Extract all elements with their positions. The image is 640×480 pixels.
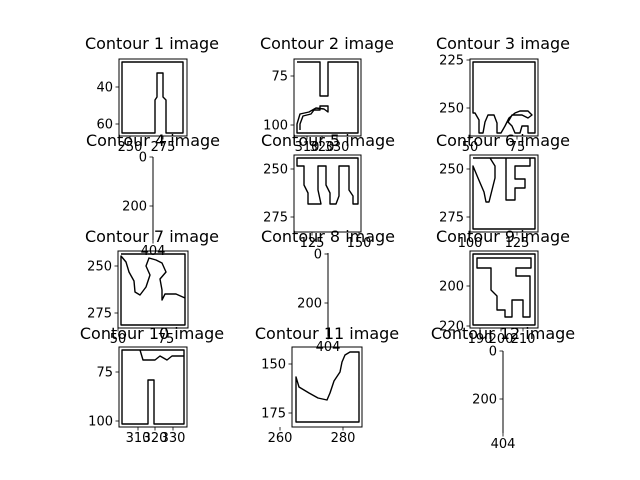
x-tick-label: 125: [505, 236, 530, 251]
subplot-title: Contour 4 image: [86, 131, 220, 150]
contour-outline: [295, 351, 360, 423]
subplot-title: Contour 7 image: [85, 227, 219, 246]
x-tick-label: 50: [462, 140, 479, 155]
subplot-title: Contour 11 image: [255, 324, 399, 343]
y-tick-label: 275: [263, 211, 288, 226]
contour-outline: [121, 349, 185, 425]
y-tick-label: 40: [96, 81, 113, 96]
subplot-frame: [469, 58, 539, 137]
x-tick-label: 190: [468, 332, 493, 347]
subplot-frame: [117, 250, 189, 329]
y-tick-label: 275: [439, 211, 464, 226]
x-tick-label: 250: [118, 140, 143, 155]
y-tick-label: 60: [96, 118, 113, 133]
y-tick-label: 225: [439, 54, 464, 69]
subplot-contour-5: Contour 5 image 125 150 250 275: [261, 131, 395, 251]
x-tick-label: 260: [268, 431, 293, 446]
subplot-frame: [118, 346, 188, 428]
y-tick-label: 75: [271, 70, 288, 85]
subplot-title: Contour 2 image: [260, 34, 394, 53]
subplot-title: Contour 10 image: [80, 324, 224, 343]
subplot-title: Contour 12 image: [431, 324, 575, 343]
x-tick-label: 150: [347, 236, 372, 251]
subplot-title: Contour 3 image: [436, 34, 570, 53]
x-tick-label: 275: [151, 140, 176, 155]
subplot-title: Contour 5 image: [261, 131, 395, 150]
subplot-frame: [291, 346, 363, 428]
y-tick-label: 0: [314, 248, 322, 263]
subplot-title: Contour 1 image: [85, 34, 219, 53]
subplot-contour-11: Contour 11 image 260 280 150 175: [255, 324, 399, 446]
y-tick-label: 100: [263, 119, 288, 134]
y-tick-label: 220: [439, 320, 464, 335]
subplot-contour-7: Contour 7 image 50 75 250 275: [85, 227, 219, 347]
subplot-frame: [469, 154, 539, 233]
x-tick-label: 200: [489, 332, 514, 347]
subplot-frame: [293, 58, 362, 137]
x-tick-label: 330: [161, 431, 186, 446]
x-tick-label: 404: [491, 437, 516, 452]
x-tick-label: 125: [300, 236, 325, 251]
x-tick-label: 310: [126, 431, 151, 446]
y-tick-label: 150: [261, 358, 286, 373]
subplot-contour-6: Contour 6 image 100 125 250 275: [436, 131, 570, 251]
contour-outline: [472, 253, 536, 326]
y-tick-label: 200: [439, 280, 464, 295]
contour-outline: [296, 157, 359, 205]
contour-outline: [472, 61, 536, 134]
y-tick-label: 200: [122, 200, 147, 215]
contour-outline: [472, 157, 536, 230]
x-tick-label: 100: [458, 236, 483, 251]
y-tick-label: 75: [96, 366, 113, 381]
y-tick-label: 175: [261, 407, 286, 422]
x-tick-label: 50: [110, 332, 127, 347]
subplot-title: Contour 8 image: [261, 227, 395, 246]
x-tick-label: 330: [325, 140, 350, 155]
y-tick-label: 250: [87, 260, 112, 275]
y-tick-label: 275: [87, 307, 112, 322]
y-tick-label: 200: [472, 393, 497, 408]
contour-outline: [120, 253, 186, 326]
y-tick-label: 200: [297, 297, 322, 312]
contour-outline: [121, 61, 184, 134]
subplot-contour-1: Contour 1 image 250 275 40 60: [85, 34, 219, 155]
y-tick-label: 250: [263, 163, 288, 178]
y-tick-label: 250: [439, 163, 464, 178]
y-tick-label: 0: [489, 345, 497, 360]
contour-outline: [296, 61, 359, 134]
subplot-title: Contour 9 image: [436, 227, 570, 246]
subplot-frame: [293, 154, 362, 233]
y-tick-label: 250: [439, 102, 464, 117]
x-tick-label: 320: [310, 140, 335, 155]
x-tick-label: 75: [158, 332, 175, 347]
x-tick-label: 320: [143, 431, 168, 446]
x-tick-label: 280: [331, 431, 356, 446]
subplot-frame: [469, 250, 539, 329]
y-tick-label: 0: [139, 151, 147, 166]
subplot-frame: [118, 58, 188, 137]
subplot-title: Contour 6 image: [436, 131, 570, 150]
y-tick-label: 100: [88, 415, 113, 430]
x-tick-label: 310: [295, 140, 320, 155]
x-tick-label: 210: [511, 332, 536, 347]
x-tick-label: 75: [509, 140, 526, 155]
subplot-contour-3: Contour 3 image 50 75 225 250: [436, 34, 570, 155]
